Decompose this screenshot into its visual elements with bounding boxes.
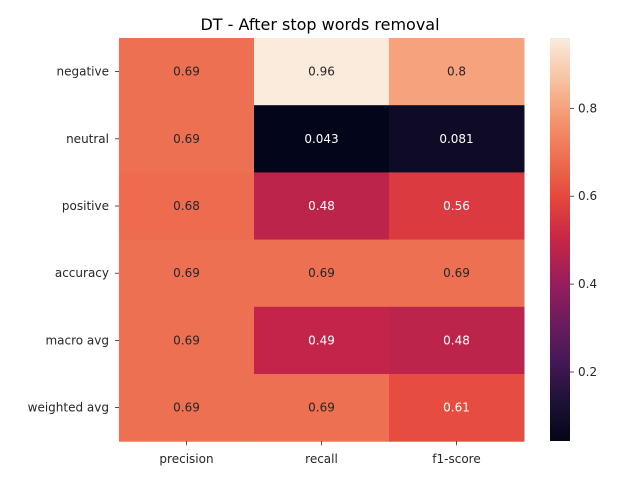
chart-title: DT - After stop words removal: [200, 15, 439, 34]
heatmap-cell: [119, 172, 255, 241]
heatmap-cell: [389, 105, 525, 173]
column-label: precision: [159, 452, 213, 466]
row-label: negative: [57, 65, 109, 79]
cell-value-label: 0.081: [439, 132, 473, 146]
cell-value-label: 0.69: [173, 401, 200, 415]
heatmap-cell: [254, 306, 390, 375]
cell-value-label: 0.56: [443, 199, 470, 213]
row-label: accuracy: [55, 266, 109, 280]
cell-value-label: 0.8: [447, 65, 466, 79]
cell-value-label: 0.69: [173, 65, 200, 79]
cell-value-label: 0.69: [308, 266, 335, 280]
cell-value-label: 0.69: [173, 333, 200, 347]
row-label: neutral: [66, 132, 109, 146]
cell-value-label: 0.68: [173, 199, 200, 213]
row-label: macro avg: [45, 333, 109, 347]
heatmap-cell: [254, 239, 390, 308]
heatmap-cell: [389, 38, 525, 106]
heatmap-cells: 0.69 0.96 0.8 0.69 0.043 0.081 0.68 0.48 0.56 0.6…: [119, 38, 525, 442]
heatmap-cell: [389, 374, 525, 442]
colorbar-tick-label: 0.6: [578, 189, 597, 203]
heatmap-cell: [254, 38, 390, 106]
column-tick-labels: precision recall f1-score: [159, 441, 481, 466]
heatmap-cell: [119, 306, 255, 375]
colorbar-tick-label: 0.4: [578, 277, 597, 291]
heatmap-cell: [119, 105, 255, 173]
heatmap-cell: [389, 306, 525, 375]
row-label: positive: [62, 199, 109, 213]
heatmap-cell: [254, 105, 390, 173]
heatmap-cell: [119, 38, 255, 106]
cell-value-label: 0.49: [308, 333, 335, 347]
colorbar: 0.2 0.4 0.6 0.8: [550, 38, 597, 441]
column-label: f1-score: [432, 452, 480, 466]
colorbar-gradient: [550, 38, 570, 441]
colorbar-tick-label: 0.2: [578, 365, 597, 379]
heatmap-cell: [119, 374, 255, 442]
row-tick-labels: negative neutral positive accuracy macro avg…: [28, 65, 119, 415]
cell-value-label: 0.69: [173, 266, 200, 280]
cell-value-label: 0.48: [443, 333, 470, 347]
colorbar-tick-label: 0.8: [578, 101, 597, 115]
cell-value-label: 0.69: [443, 266, 470, 280]
heatmap-cell: [389, 172, 525, 241]
cell-value-label: 0.61: [443, 401, 470, 415]
cell-value-label: 0.69: [308, 401, 335, 415]
cell-value-label: 0.96: [308, 65, 335, 79]
heatmap-cell: [389, 239, 525, 308]
heatmap-cell: [119, 239, 255, 308]
cell-value-label: 0.69: [173, 132, 200, 146]
cell-value-label: 0.48: [308, 199, 335, 213]
heatmap-cell: [254, 172, 390, 241]
cell-value-label: 0.043: [304, 132, 338, 146]
column-label: recall: [305, 452, 338, 466]
heatmap-cell: [254, 374, 390, 442]
row-label: weighted avg: [28, 401, 109, 415]
